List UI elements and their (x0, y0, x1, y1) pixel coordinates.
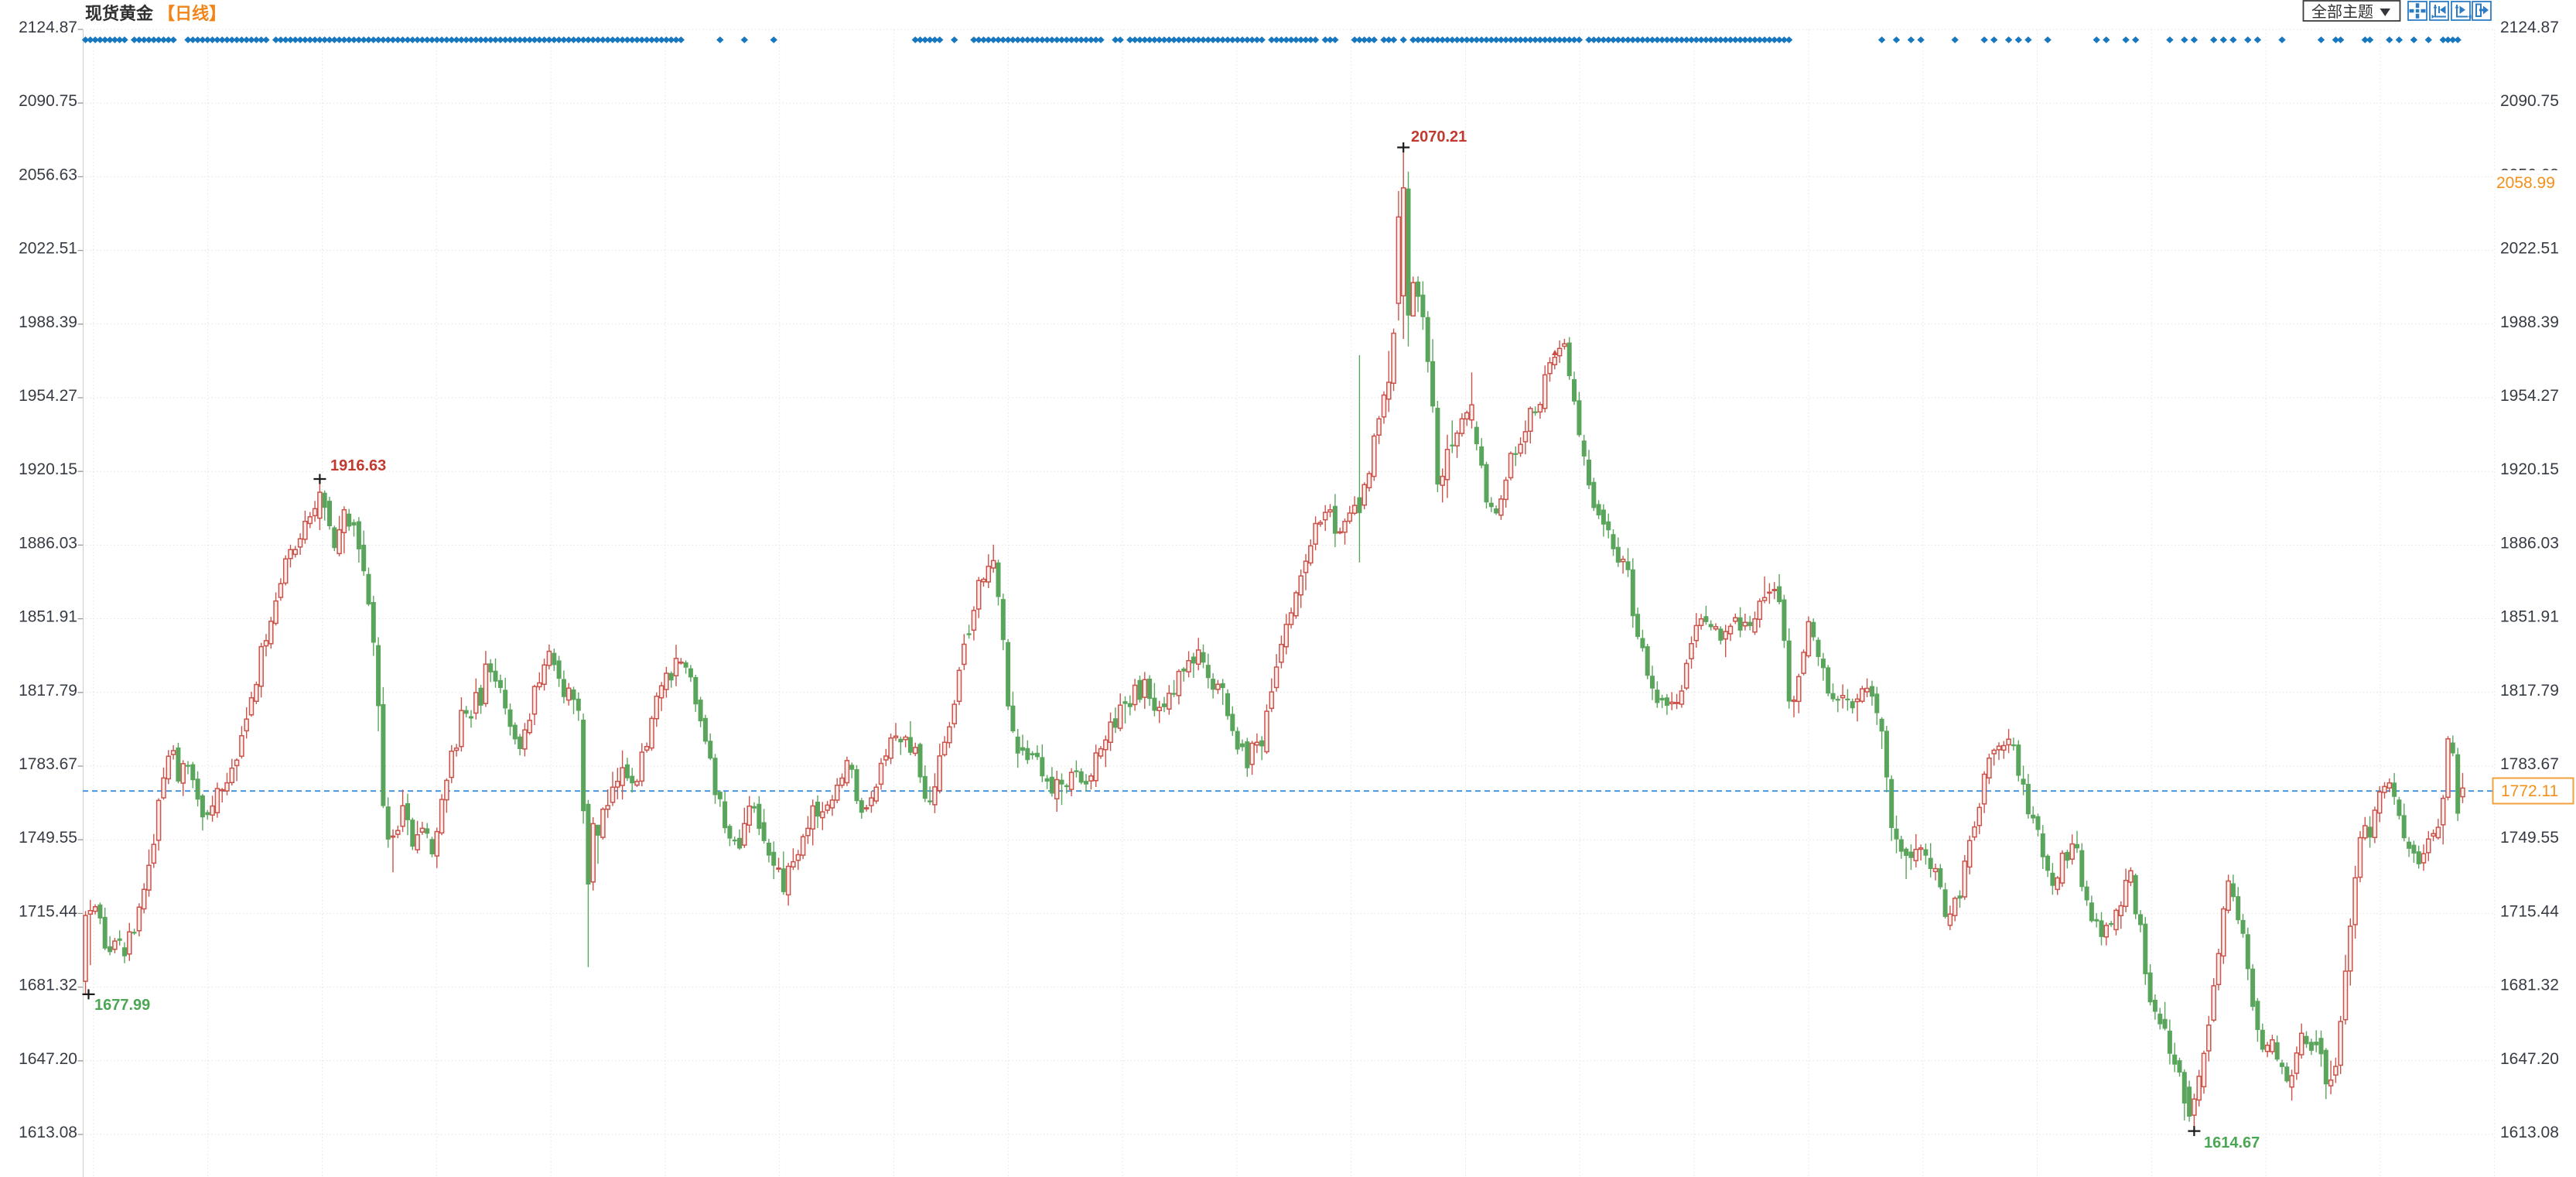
svg-text:2058.99: 2058.99 (2496, 174, 2555, 192)
svg-text:1988.39: 1988.39 (19, 313, 77, 331)
svg-text:1772.11: 1772.11 (2501, 782, 2558, 800)
svg-text:1851.91: 1851.91 (2500, 608, 2559, 626)
svg-text:2070.21: 2070.21 (1411, 128, 1467, 145)
svg-text:1817.79: 1817.79 (19, 682, 77, 700)
svg-text:2090.75: 2090.75 (2500, 92, 2559, 110)
svg-text:1920.15: 1920.15 (2500, 460, 2559, 478)
svg-text:1783.67: 1783.67 (19, 755, 77, 773)
svg-text:1916.63: 1916.63 (330, 457, 386, 474)
svg-text:全部主题: 全部主题 (2311, 3, 2373, 21)
svg-text:1749.55: 1749.55 (2500, 829, 2559, 847)
svg-text:1613.08: 1613.08 (2500, 1124, 2559, 1141)
svg-text:1920.15: 1920.15 (19, 460, 77, 478)
svg-text:1647.20: 1647.20 (2500, 1050, 2559, 1068)
svg-text:2124.87: 2124.87 (2500, 19, 2559, 36)
svg-text:1647.20: 1647.20 (19, 1050, 77, 1068)
svg-text:1783.67: 1783.67 (2500, 755, 2559, 773)
svg-text:1613.08: 1613.08 (19, 1124, 77, 1141)
svg-text:1954.27: 1954.27 (2500, 387, 2559, 405)
svg-text:2090.75: 2090.75 (19, 92, 77, 110)
svg-text:1749.55: 1749.55 (19, 829, 77, 847)
svg-text:2022.51: 2022.51 (2500, 240, 2559, 258)
svg-text:1715.44: 1715.44 (2500, 902, 2559, 920)
svg-text:2124.87: 2124.87 (19, 19, 77, 36)
svg-text:1886.03: 1886.03 (2500, 534, 2559, 552)
svg-text:现货黄金 【日线】: 现货黄金 【日线】 (85, 4, 226, 23)
svg-text:1681.32: 1681.32 (2500, 977, 2559, 994)
svg-text:2022.51: 2022.51 (19, 240, 77, 258)
svg-text:1681.32: 1681.32 (19, 977, 77, 994)
svg-text:1614.67: 1614.67 (2204, 1134, 2260, 1151)
svg-text:1954.27: 1954.27 (19, 387, 77, 405)
svg-text:2056.63: 2056.63 (19, 166, 77, 183)
svg-text:1677.99: 1677.99 (94, 997, 150, 1014)
svg-text:1715.44: 1715.44 (19, 902, 77, 920)
svg-text:1886.03: 1886.03 (19, 534, 77, 552)
svg-text:1988.39: 1988.39 (2500, 313, 2559, 331)
svg-text:1851.91: 1851.91 (19, 608, 77, 626)
svg-text:1817.79: 1817.79 (2500, 682, 2559, 700)
